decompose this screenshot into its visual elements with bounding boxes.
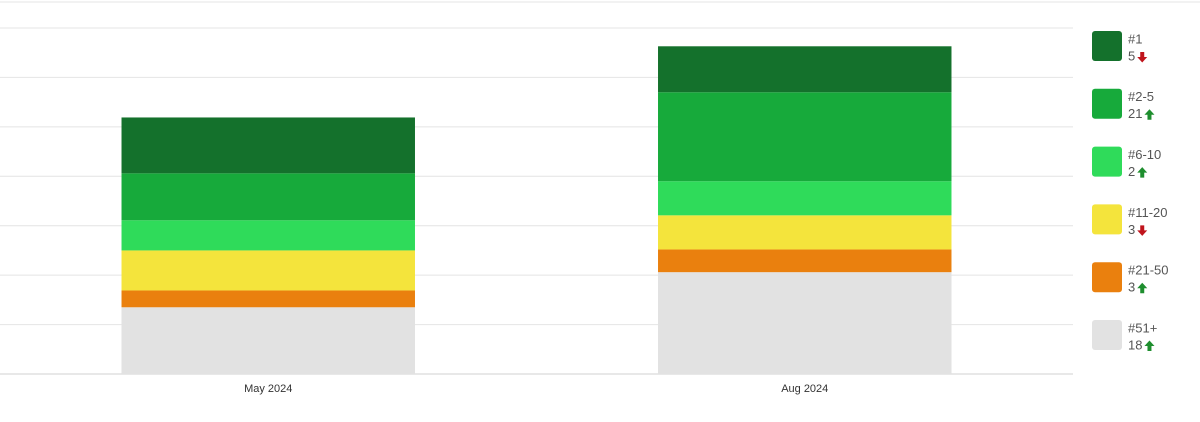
trend-arrow: [1137, 167, 1148, 178]
bar-segment: [121, 307, 415, 374]
bar-segment: [658, 249, 952, 273]
legend-label: #6-10: [1128, 147, 1161, 162]
x-tick-label: May 2024: [244, 383, 292, 395]
bar-segment: [658, 215, 952, 250]
bar-segment: [658, 181, 952, 216]
legend-swatch: [1092, 320, 1122, 350]
legend-label: #51+: [1128, 320, 1157, 335]
bar-segment: [121, 250, 415, 291]
legend-label: #21-50: [1128, 263, 1168, 278]
legend-count: 3: [1128, 280, 1135, 295]
bar-segment: [121, 290, 415, 308]
trend-arrow: [1137, 52, 1148, 63]
bar-segment: [658, 92, 952, 182]
trend-arrow: [1137, 225, 1148, 236]
trend-arrow: [1144, 340, 1155, 351]
bar-segment: [658, 46, 952, 93]
bar-segment: [121, 117, 415, 174]
legend-swatch: [1092, 262, 1122, 293]
legend-swatch: [1092, 204, 1122, 235]
legend-count: 18: [1128, 337, 1142, 352]
bar-segment: [121, 220, 415, 251]
legend-swatch: [1092, 88, 1122, 119]
legend-swatch: [1092, 146, 1122, 177]
legend-count: 2: [1128, 164, 1135, 179]
legend-label: #11-20: [1128, 205, 1168, 220]
trend-arrow: [1137, 282, 1148, 294]
legend-label: #1: [1128, 31, 1142, 46]
trend-arrow: [1144, 109, 1155, 120]
bar-segment: [658, 272, 952, 374]
legend-count: 3: [1128, 222, 1135, 237]
x-tick-label: Aug 2024: [781, 383, 828, 395]
legend-swatch: [1092, 31, 1122, 61]
legend-count: 21: [1128, 106, 1142, 121]
bar-segment: [121, 173, 415, 221]
legend-count: 5: [1128, 48, 1135, 63]
legend-label: #2-5: [1128, 89, 1154, 104]
